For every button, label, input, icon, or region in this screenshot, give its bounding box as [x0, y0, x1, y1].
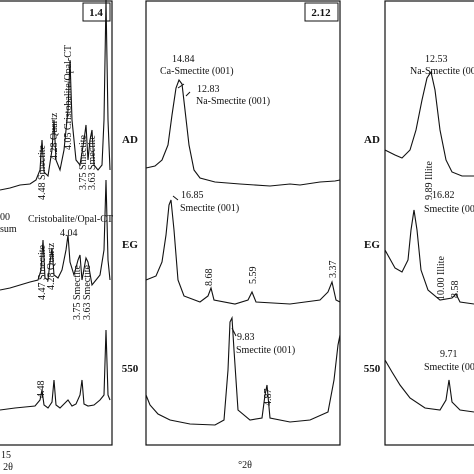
annotation: 4.28 Quartz: [49, 112, 60, 160]
side-label: EG: [364, 239, 380, 251]
annotation: 8.58: [450, 281, 461, 299]
annotation: 3.75 Smectite: [78, 134, 89, 190]
annotation: 3.75 Smectite: [72, 264, 83, 320]
annotation: 10.00 Illite: [436, 256, 447, 300]
annotation: Na-Smectite (001): [196, 96, 270, 107]
annotation: 4.47 Smectite: [37, 244, 48, 300]
side-label: AD: [122, 134, 138, 146]
annotation: 8.68: [204, 269, 215, 287]
axis-label: °2θ: [238, 460, 252, 471]
pattern: [0, 329, 111, 411]
annotation: 9.89 Illite: [424, 161, 435, 200]
annotation: 4.48 Smectite: [37, 144, 48, 200]
annotation: 5.59: [248, 267, 259, 285]
pattern: [384, 70, 474, 177]
annotation: 4.05 Cristobalite/Opal-CT: [63, 45, 74, 150]
label-box: [82, 2, 111, 22]
side-label: AD: [364, 134, 380, 146]
panel-label: 1.4: [89, 7, 103, 19]
annotation: Smectite (001): [236, 345, 295, 356]
annotation: 4.48: [36, 381, 47, 399]
annotation: Na-Smectite (001): [410, 66, 474, 77]
annotation: Ca-Smectite (001): [160, 66, 234, 77]
pattern: [0, 0, 111, 191]
left-annotations: 4.48 Smectite 4.28 Quartz 4.05 Cristobal…: [0, 45, 113, 398]
annotation: 4.87: [263, 389, 274, 407]
annotation: 12.83: [197, 84, 220, 95]
annotation: 14.84: [172, 54, 195, 65]
annotation: Cristobalite/Opal-CT: [28, 214, 113, 225]
annotation: sum: [0, 224, 17, 235]
side-label: 550: [364, 363, 381, 375]
annotation: 9.83: [237, 332, 255, 343]
panel-label: 2.12: [311, 7, 331, 19]
annotation: 3.63 Smectite: [82, 264, 93, 320]
annotation: 3.37: [328, 261, 339, 279]
side-label: 550: [122, 363, 139, 375]
annotation: 9.71: [440, 349, 458, 360]
annotation: 3.63 Smectite: [87, 134, 98, 190]
panel-frame: [0, 0, 113, 446]
axis-label: 2θ: [3, 462, 13, 473]
pattern: [384, 359, 474, 413]
pattern: [145, 78, 341, 187]
leader: [172, 83, 237, 337]
annotation: 12.53: [425, 54, 448, 65]
annotation: Smectite (001): [424, 204, 474, 215]
tick-label: 15: [1, 450, 11, 461]
pattern: [145, 315, 341, 426]
annotation: 00: [0, 212, 10, 223]
label-box: [304, 2, 339, 22]
annotation: Smectite (001: [424, 362, 474, 373]
pattern: [145, 199, 341, 305]
pattern: [0, 179, 111, 291]
annotation: 4.04: [60, 228, 78, 239]
annotation: 4.28 Quartz: [46, 242, 57, 290]
annotation: 16.85: [181, 190, 204, 201]
panel-frame: [145, 0, 341, 446]
panel-frame: [384, 0, 474, 446]
middle-annotations: 14.84 Ca-Smectite (001) 12.83 Na-Smectit…: [160, 54, 339, 406]
pattern: [384, 209, 474, 305]
right-annotations: 12.53 Na-Smectite (001) 9.89 Illite 16.8…: [410, 54, 474, 373]
annotation: 16.82: [432, 190, 455, 201]
side-label: EG: [122, 239, 138, 251]
annotation: Smectite (001): [180, 203, 239, 214]
